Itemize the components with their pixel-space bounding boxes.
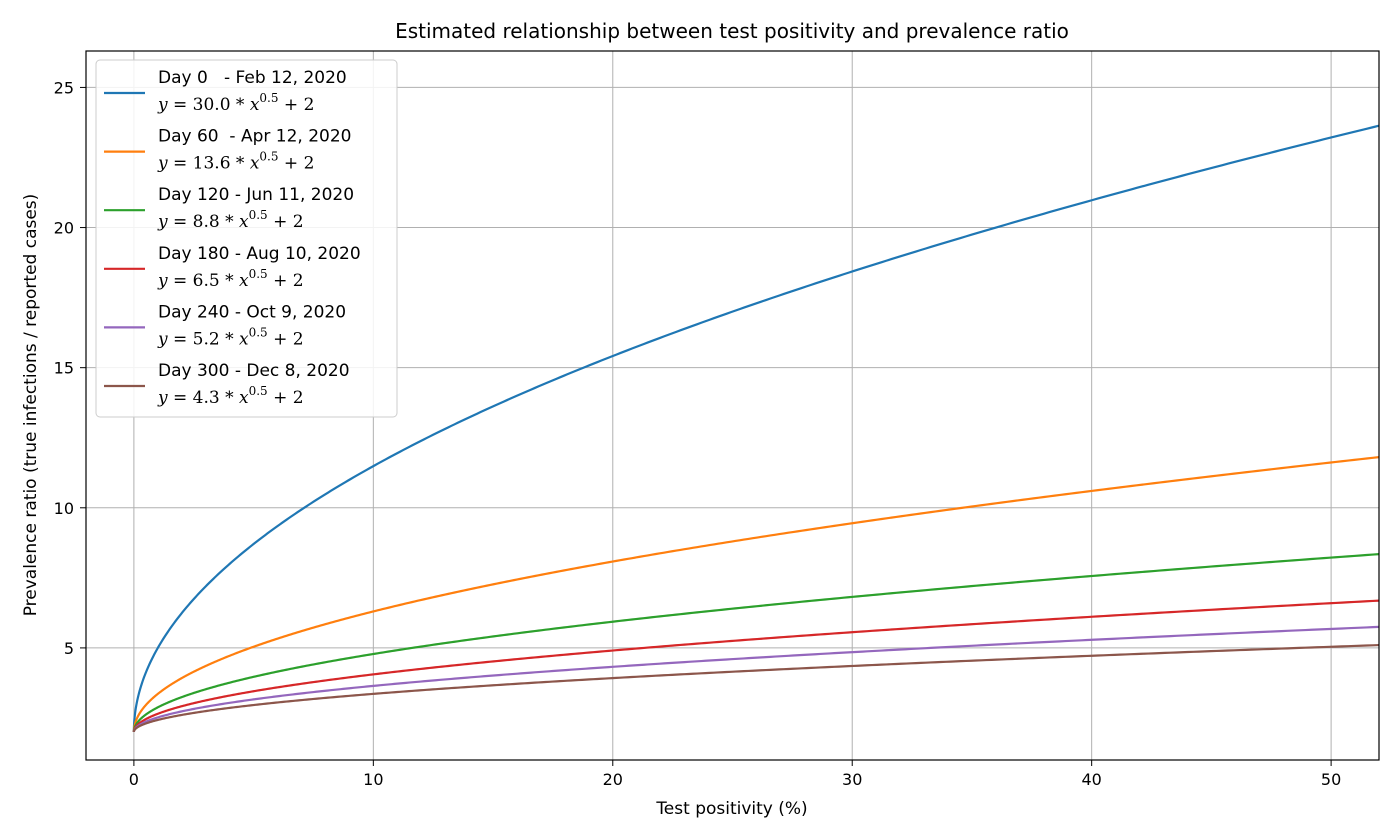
y-tick-label: 15: [54, 359, 74, 378]
legend-formula-2: y = 8.8 * x0.5 + 2: [157, 208, 304, 232]
series-line-2: [132, 553, 1380, 733]
legend-label-1: Day 60 - Apr 12, 2020: [158, 127, 351, 147]
x-tick-label: 10: [363, 770, 383, 789]
series-line-4: [132, 625, 1380, 733]
y-axis-label: Prevalence ratio (true infections / repo…: [21, 194, 41, 617]
legend-formula-0: y = 30.0 * x0.5 + 2: [157, 91, 314, 115]
y-tick-label: 20: [54, 219, 74, 238]
y-tick-label: 25: [54, 78, 74, 97]
x-axis-label: Test positivity (%): [655, 799, 807, 819]
legend-formula-5: y = 4.3 * x0.5 + 2: [157, 384, 304, 408]
series-line-3: [132, 599, 1380, 733]
legend-label-3: Day 180 - Aug 10, 2020: [158, 244, 361, 264]
series-line-0: [132, 124, 1380, 732]
legend-formula-3: y = 6.5 * x0.5 + 2: [157, 267, 304, 291]
series-line-5: [132, 643, 1380, 733]
x-tick-label: 40: [1081, 770, 1101, 789]
y-ticks: 5 10 15 20 25: [54, 78, 86, 658]
plot-frame: [85, 50, 1380, 761]
x-tick-label: 0: [129, 770, 139, 789]
legend-label-0: Day 0 - Feb 12, 2020: [158, 68, 347, 88]
series-line-1: [132, 456, 1380, 732]
legend-label-5: Day 300 - Dec 8, 2020: [158, 361, 350, 381]
legend-formula-1: y = 13.6 * x0.5 + 2: [157, 150, 314, 174]
y-tick-label: 10: [54, 499, 74, 518]
legend: Day 0 - Feb 12, 2020 y = 30.0 * x0.5 + 2 D…: [95, 59, 398, 418]
x-tick-label: 30: [842, 770, 862, 789]
legend-formula-4: y = 5.2 * x0.5 + 2: [157, 325, 304, 349]
legend-box: [95, 59, 398, 418]
legend-label-2: Day 120 - Jun 11, 2020: [158, 185, 354, 205]
chart-title: Estimated relationship between test posi…: [395, 19, 1069, 43]
y-tick-label: 5: [64, 639, 74, 658]
x-tick-label: 20: [603, 770, 623, 789]
x-ticks: 0 10 20 30 40 50: [129, 760, 1341, 789]
x-tick-label: 50: [1321, 770, 1341, 789]
series-lines: [132, 124, 1380, 733]
legend-label-4: Day 240 - Oct 9, 2020: [158, 302, 346, 322]
